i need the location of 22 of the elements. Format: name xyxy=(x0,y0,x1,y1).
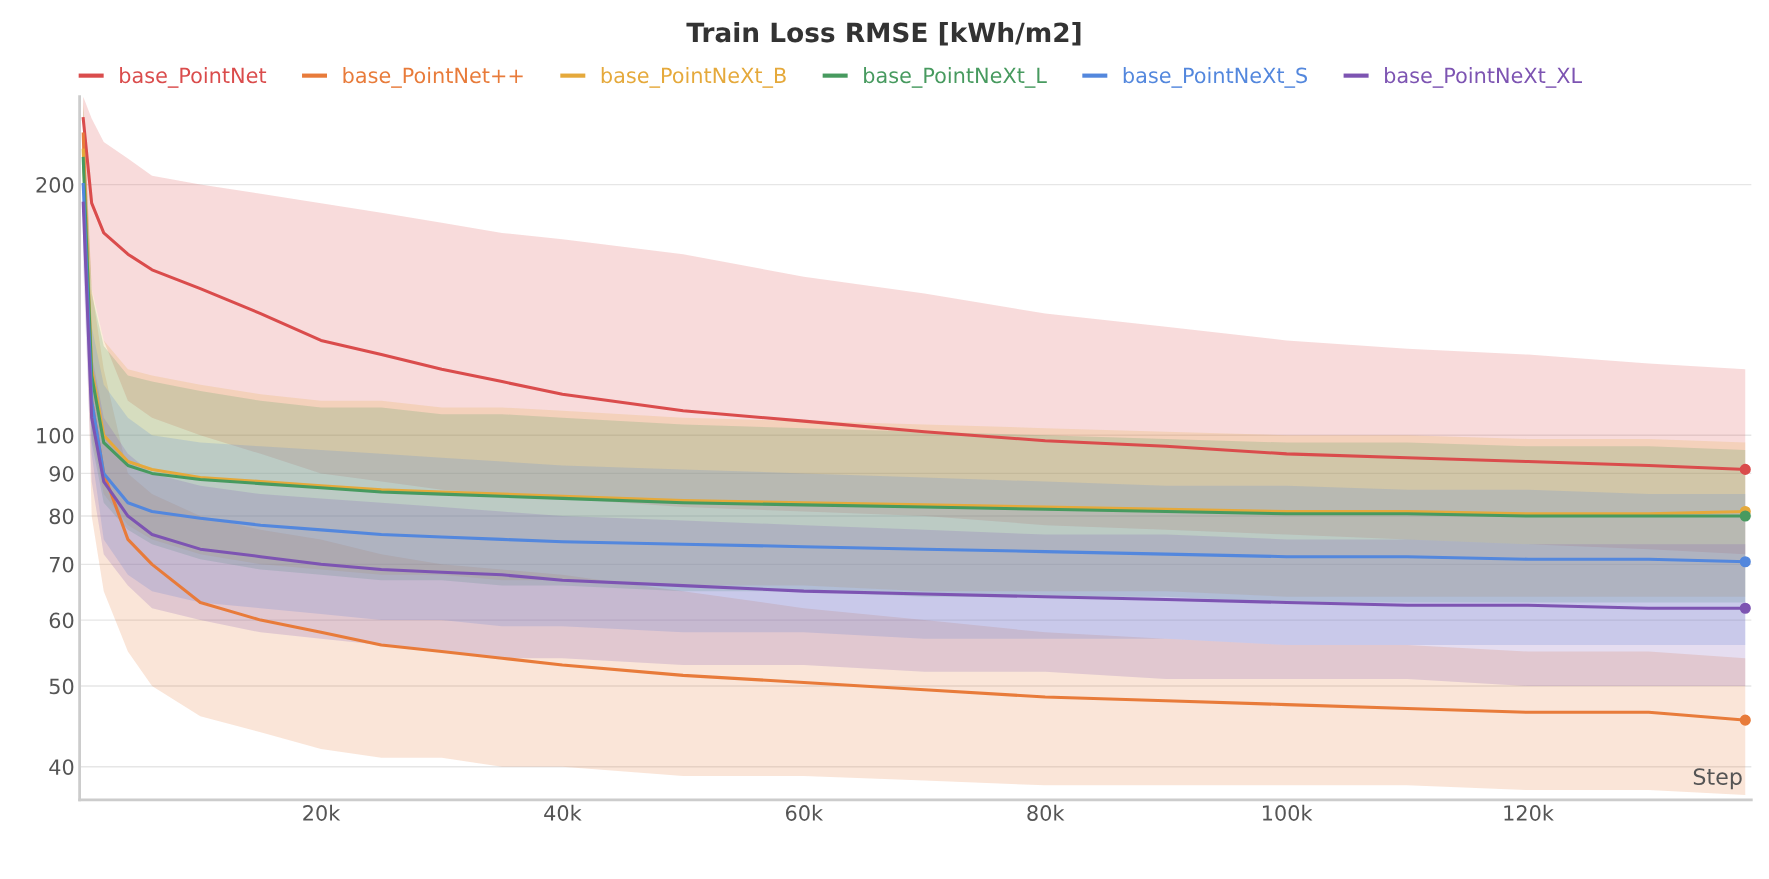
legend-label: base_PointNeXt_XL xyxy=(1385,67,1582,88)
y-tick-label: 70 xyxy=(49,556,74,573)
legend-label: base_PointNeXt_B xyxy=(601,67,786,88)
x-tick-label: 60k xyxy=(785,804,824,821)
y-tick-label: 40 xyxy=(49,759,74,775)
x-tick-label: 100k xyxy=(1262,804,1313,821)
y-tick-label: 90 xyxy=(49,465,74,482)
legend-label: base_PointNet++ xyxy=(343,67,523,88)
chart-title: Train Loss RMSE [kWh/m2] xyxy=(686,21,1081,46)
legend-label: base_PointNeXt_L xyxy=(864,67,1047,88)
x-tick-label: 40k xyxy=(544,804,582,821)
x-axis-title: Step xyxy=(1693,768,1742,790)
y-tick-label: 60 xyxy=(49,612,74,629)
y-tick-label: 80 xyxy=(49,508,74,525)
x-tick-label: 120k xyxy=(1504,804,1554,821)
legend-label: base_PointNeXt_S xyxy=(1123,67,1308,88)
y-tick-label: 50 xyxy=(49,678,74,695)
legend-label: base_PointNet xyxy=(120,67,267,88)
y-tick-label: 100 xyxy=(37,427,74,444)
x-tick-label: 20k xyxy=(303,804,341,821)
y-tick-label: 200 xyxy=(36,177,74,193)
x-tick-label: 80k xyxy=(1027,804,1065,821)
